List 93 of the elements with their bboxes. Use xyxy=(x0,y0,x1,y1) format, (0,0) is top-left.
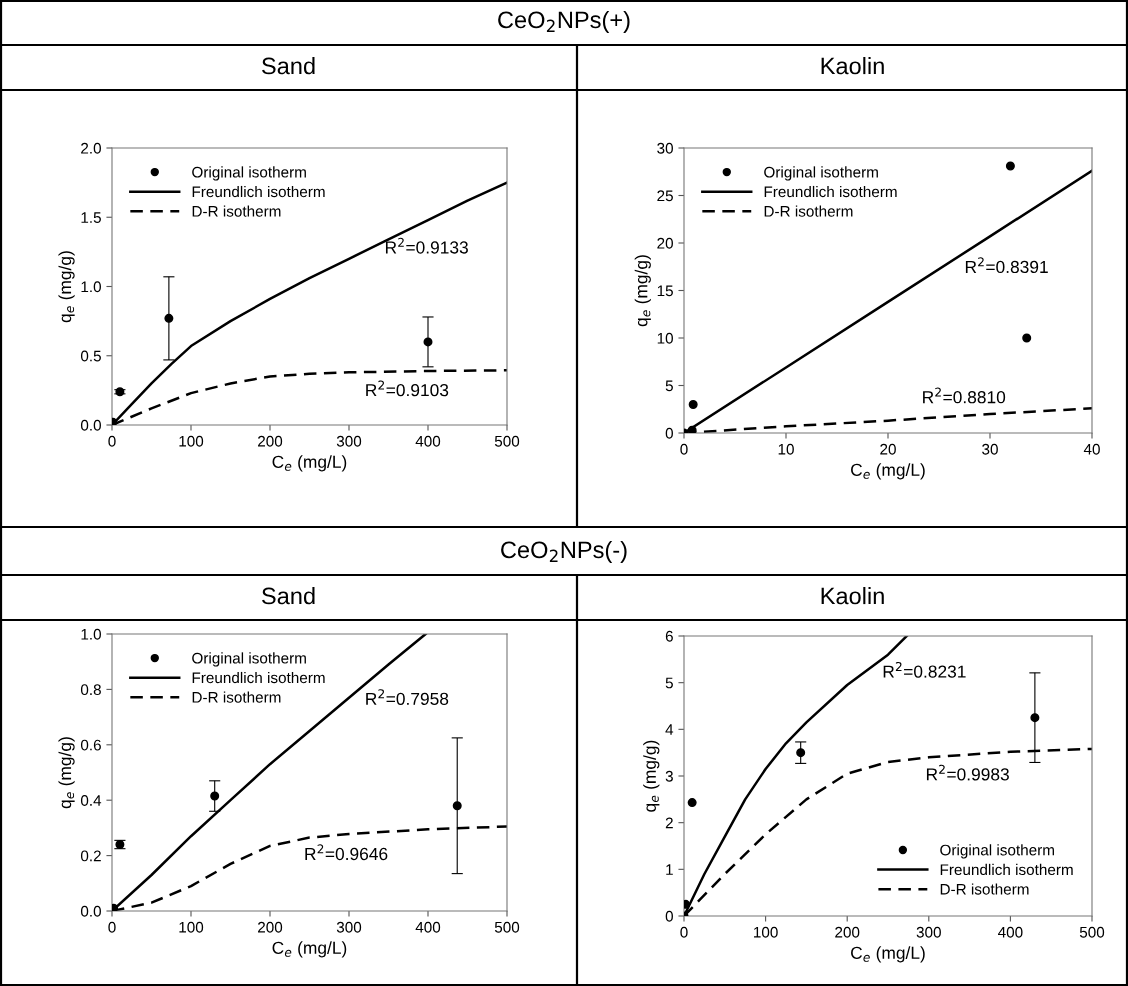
x-tick-label: 20 xyxy=(880,443,896,455)
y-axis-title: q$_{e}$ (mg/g) xyxy=(58,737,75,809)
annotation: R$^{2}$=0.9133 xyxy=(385,237,468,254)
legend-label: D-R isotherm xyxy=(192,205,281,217)
legend-label: D-R isotherm xyxy=(192,691,281,703)
y-tick-label: 1.5 xyxy=(81,212,101,223)
x-tick-label: 100 xyxy=(179,921,204,933)
y-tick-label: 25 xyxy=(657,190,673,202)
chart-title: Sand xyxy=(262,57,315,75)
x-tick-label: 0 xyxy=(680,926,688,938)
y-tick-label: 10 xyxy=(657,332,673,344)
y-tick-label: 0 xyxy=(665,910,673,922)
x-tick-label: 0 xyxy=(108,921,116,933)
y-tick-label: 2.0 xyxy=(81,142,101,154)
y-tick-label: 0.0 xyxy=(80,905,101,917)
y-axis-title: q$_{e}$ (mg/g) xyxy=(58,251,75,323)
point xyxy=(687,425,697,433)
x-tick-label: 400 xyxy=(415,921,441,933)
y-tick-label: 20 xyxy=(657,237,673,249)
y-axis-title: q$_{e}$ (mg/g) xyxy=(634,255,651,327)
legend-label: Freundlich isotherm xyxy=(940,863,1073,876)
point xyxy=(796,748,806,758)
text: CeO$_{2}$NPs(-) xyxy=(501,540,627,563)
x-tick-label: 100 xyxy=(179,435,204,447)
point xyxy=(1022,333,1032,343)
y-tick-label: 2 xyxy=(665,817,673,829)
point xyxy=(688,400,698,409)
y-tick-label: 30 xyxy=(657,142,673,154)
x-tick-label: 500 xyxy=(1079,926,1105,938)
x-axis-title: C$_{e}$ (mg/L) xyxy=(851,946,925,963)
x-tick-label: 200 xyxy=(258,921,283,933)
chart-title: Kaolin xyxy=(821,586,884,605)
x-tick-label: 200 xyxy=(258,435,283,447)
point xyxy=(164,313,174,323)
x-tick-label: 500 xyxy=(494,435,520,447)
point xyxy=(452,801,462,811)
annotation: R$^{2}$=0.9983 xyxy=(926,764,1009,781)
legend-label: Original isotherm xyxy=(940,844,1054,859)
x-tick-label: 0 xyxy=(108,435,116,447)
x-tick-label: 10 xyxy=(778,443,794,455)
y-tick-label: 0.2 xyxy=(80,850,101,862)
x-tick-label: 300 xyxy=(916,926,941,938)
annotation: R$^{2}$=0.9646 xyxy=(305,844,388,861)
x-tick-label: 0 xyxy=(680,443,688,455)
annotation: R$^{2}$=0.9103 xyxy=(366,380,449,397)
legend-label: Original isotherm xyxy=(192,166,306,181)
annotation: R$^{2}$=0.8391 xyxy=(965,257,1048,274)
y-tick-label: 3 xyxy=(665,770,673,782)
point xyxy=(1005,161,1015,171)
y-tick-label: 1 xyxy=(666,864,673,875)
legend-label: D-R isotherm xyxy=(764,205,853,217)
y-tick-label: 0.4 xyxy=(80,795,102,806)
annotation: R$^{2}$=0.7958 xyxy=(366,689,449,706)
chart-title: Kaolin xyxy=(821,57,884,75)
x-tick-label: 400 xyxy=(998,926,1023,938)
x-axis-title: C$_{e}$ (mg/L) xyxy=(272,455,347,472)
y-tick-label: 5 xyxy=(665,380,673,392)
x-tick-label: 40 xyxy=(1083,443,1100,455)
legend-label: Freundlich isotherm xyxy=(192,671,325,684)
legend-label: Freundlich isotherm xyxy=(764,185,897,198)
y-tick-label: 0.0 xyxy=(80,419,101,431)
annotation: R$^{2}$=0.8231 xyxy=(883,661,966,678)
point xyxy=(687,798,697,808)
y-tick-label: 6 xyxy=(665,630,673,642)
y-tick-label: 1.0 xyxy=(81,628,101,640)
y-tick-label: 0.6 xyxy=(80,739,101,751)
y-tick-label: 0.5 xyxy=(80,350,101,362)
x-tick-label: 200 xyxy=(835,926,860,938)
x-axis-title: C$_{e}$ (mg/L) xyxy=(272,941,347,958)
chart-title: Sand xyxy=(262,586,315,605)
x-tick-label: 500 xyxy=(494,921,520,933)
annotation: R$^{2}$=0.8810 xyxy=(923,387,1006,404)
y-tick-label: 15 xyxy=(657,285,673,297)
text: CeO$_{2}$NPs(+) xyxy=(498,10,630,33)
legend-label: Freundlich isotherm xyxy=(192,185,325,198)
x-axis-title: C$_{e}$ (mg/L) xyxy=(851,463,925,480)
x-tick-label: 300 xyxy=(336,921,362,933)
point xyxy=(1030,713,1040,723)
x-tick-label: 300 xyxy=(336,435,362,447)
point xyxy=(423,337,433,347)
legend-label: Original isotherm xyxy=(192,652,306,667)
x-tick-label: 100 xyxy=(754,926,778,938)
legend-label: Original isotherm xyxy=(764,166,878,181)
y-tick-label: 0.8 xyxy=(80,684,101,696)
y-tick-label: 5 xyxy=(665,677,673,689)
y-tick-label: 1.0 xyxy=(81,281,101,293)
x-tick-label: 30 xyxy=(982,443,998,455)
x-tick-label: 400 xyxy=(415,435,441,447)
y-axis-title: q$_{e}$ (mg/g) xyxy=(643,740,660,812)
y-tick-label: 0 xyxy=(665,427,673,439)
point xyxy=(210,791,220,801)
y-tick-label: 4 xyxy=(665,724,674,735)
legend-label: D-R isotherm xyxy=(940,883,1029,895)
